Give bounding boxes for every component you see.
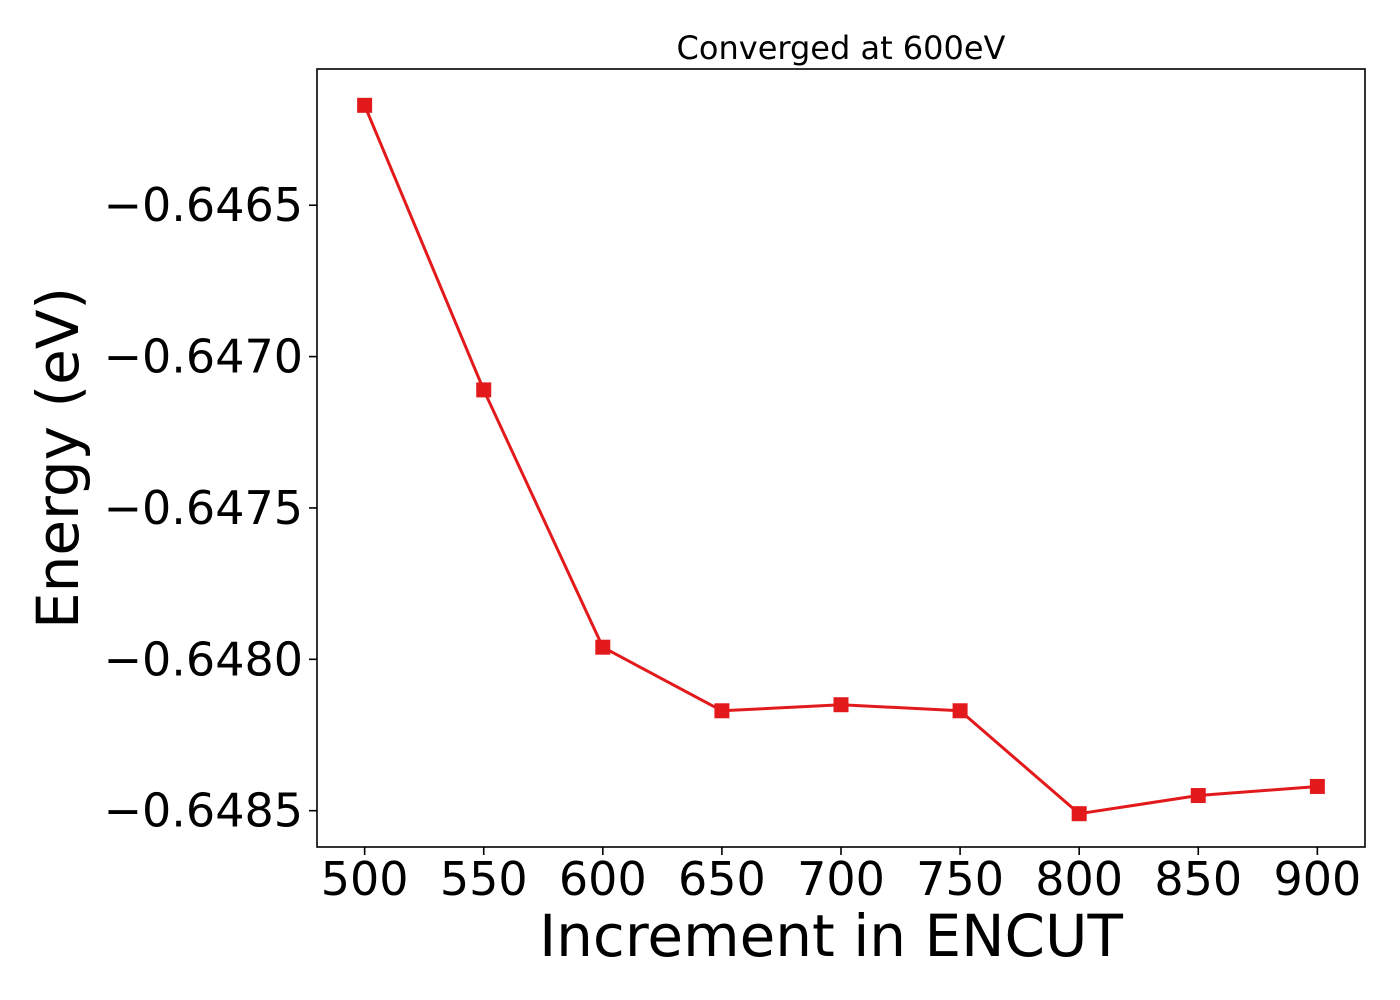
data-point-marker [1071,806,1087,822]
x-tick-label: 550 [440,852,528,906]
data-point-marker [1309,778,1325,794]
y-tick-label: −0.6485 [104,784,304,838]
chart-title: Converged at 600eV [677,29,1006,67]
data-point-marker [595,639,611,655]
x-tick-label: 600 [559,852,647,906]
data-point-marker [714,703,730,719]
x-tick-label: 900 [1273,852,1361,906]
y-axis-label: Energy (eV) [24,287,92,629]
x-axis-ticks: 500 550 600 650 700 750 800 850 900 [321,847,1361,906]
x-axis-label: Increment in ENCUT [539,902,1123,970]
y-tick-label: −0.6475 [104,481,304,535]
y-axis-ticks: −0.6465 −0.6470 −0.6475 −0.6480 −0.6485 [104,178,317,838]
x-tick-label: 700 [797,852,885,906]
x-tick-label: 500 [321,852,409,906]
data-point-marker [357,97,373,113]
data-point-marker [952,703,968,719]
plot-content [357,97,1325,822]
y-tick-label: −0.6480 [104,632,304,686]
data-point-marker [476,382,492,398]
y-tick-label: −0.6465 [104,178,304,232]
x-tick-label: 750 [916,852,1004,906]
x-tick-label: 800 [1035,852,1123,906]
plot-frame [316,68,1366,848]
data-point-marker [833,697,849,713]
x-tick-label: 650 [678,852,766,906]
data-point-marker [1190,788,1206,804]
y-tick-label: −0.6470 [104,330,304,384]
x-tick-label: 850 [1154,852,1242,906]
